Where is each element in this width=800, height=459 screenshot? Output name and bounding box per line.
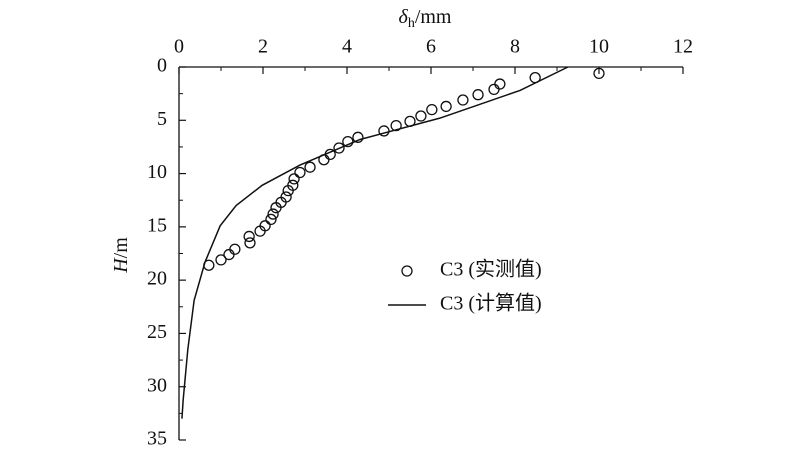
x-tick-label: 6: [426, 36, 436, 58]
data-point: [333, 142, 345, 154]
data-point: [342, 135, 354, 148]
data-point: [457, 94, 469, 106]
data-point: [265, 213, 277, 226]
y-label-unit: /m: [110, 237, 132, 259]
data-point: [593, 67, 605, 80]
data-point: [215, 254, 227, 266]
y-tick-label: 10: [147, 161, 167, 183]
x-tick-label: 10: [589, 36, 609, 58]
x-label-unit: /mm: [415, 6, 452, 28]
data-point: [244, 237, 256, 249]
y-axis-label: H/m: [110, 237, 132, 274]
x-tick-label: 2: [258, 36, 268, 58]
data-point: [294, 166, 306, 179]
x-tick-label: 8: [510, 36, 520, 58]
data-point: [440, 100, 452, 113]
data-point: [270, 202, 282, 214]
x-axis-label: δh/mm: [399, 6, 452, 32]
data-point: [488, 83, 500, 96]
y-tick-label: 20: [147, 268, 167, 290]
data-point: [282, 184, 294, 197]
x-label-symbol: δ: [399, 6, 409, 28]
legend-marker: [401, 265, 413, 277]
data-point: [223, 248, 235, 261]
x-tick-label: 4: [342, 36, 352, 58]
x-tick-label: 12: [673, 36, 693, 58]
data-point: [352, 131, 364, 143]
data-point: [378, 125, 390, 137]
data-point: [267, 208, 279, 220]
data-point: [390, 119, 402, 132]
data-point: [288, 173, 300, 185]
data-point: [243, 230, 255, 243]
data-line: [181, 66, 569, 419]
x-tick-label: 0: [174, 36, 184, 58]
data-point: [494, 78, 506, 90]
data-point: [472, 89, 484, 101]
y-tick-label: 5: [157, 108, 167, 130]
data-point: [415, 110, 427, 122]
y-label-symbol: H: [110, 257, 132, 274]
y-tick-label: 15: [147, 214, 167, 236]
data-point: [254, 225, 266, 237]
legend-label: C3 (计算值): [440, 292, 542, 315]
data-point: [426, 103, 438, 116]
legend-label: C3 (实测值): [440, 258, 542, 281]
data-point: [304, 161, 316, 173]
y-tick-label: 35: [147, 428, 167, 450]
y-tick-label: 25: [147, 321, 167, 343]
y-tick-label: 30: [147, 374, 167, 396]
data-point: [229, 243, 241, 255]
y-tick-label: 0: [157, 55, 167, 77]
x-label-subscript: h: [408, 16, 415, 31]
